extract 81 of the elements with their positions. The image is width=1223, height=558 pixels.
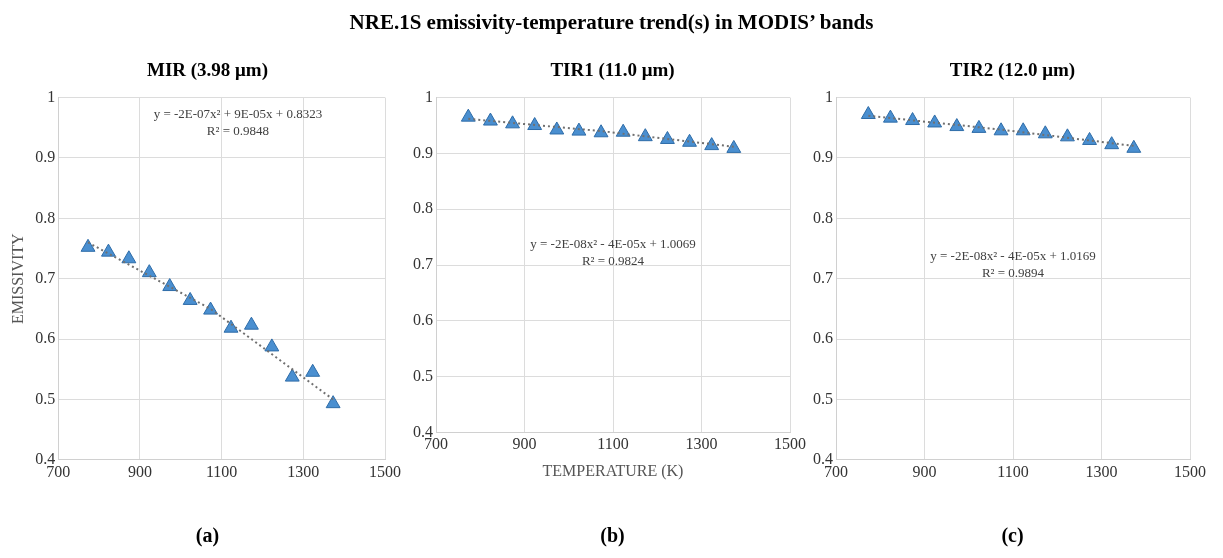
annotation: R² = 0.9848 bbox=[206, 123, 270, 139]
x-tick-label: 1300 bbox=[287, 462, 320, 480]
x-tick-label: 1300 bbox=[1085, 462, 1118, 480]
point bbox=[905, 112, 920, 126]
y-tick-label: 0.7 bbox=[413, 255, 433, 273]
point bbox=[505, 115, 520, 129]
point bbox=[571, 122, 587, 136]
point bbox=[860, 106, 876, 119]
chart-title: TIR1 (11.0 μm) bbox=[549, 58, 676, 82]
point bbox=[527, 117, 543, 131]
text: (b) bbox=[599, 524, 626, 547]
y-tick-label: 0.9 bbox=[35, 148, 56, 166]
y-tick-label: 0.6 bbox=[813, 329, 833, 347]
y-tick-label: 0.4 bbox=[35, 450, 56, 467]
point bbox=[1082, 131, 1097, 145]
y-tick-label: 0.6 bbox=[413, 311, 433, 329]
y-tick-label: 0.7 bbox=[35, 268, 56, 286]
x-tick-label: 1100 bbox=[597, 435, 629, 453]
point bbox=[704, 137, 720, 151]
point bbox=[927, 114, 943, 128]
x-tick-label: 900 bbox=[127, 462, 152, 480]
y-tick-label: 0.8 bbox=[813, 208, 833, 226]
x-tick-label: 1300 bbox=[685, 435, 718, 453]
text: (a) bbox=[194, 524, 221, 547]
point bbox=[660, 130, 675, 144]
point bbox=[1037, 125, 1053, 139]
point bbox=[726, 139, 742, 153]
annotation: y = -2E-08x² - 4E-05x + 1.0169 bbox=[930, 247, 1096, 263]
y-tick-label: 0.4 bbox=[413, 422, 433, 440]
annotation: y = -2E-07x² + 9E-05x + 0.8323 bbox=[153, 106, 323, 122]
chart-title: MIR (3.98 μm) bbox=[145, 58, 270, 82]
point bbox=[483, 112, 498, 126]
point bbox=[223, 319, 239, 333]
point bbox=[993, 122, 1009, 136]
point bbox=[141, 264, 157, 278]
x-tick-label: 1500 bbox=[369, 462, 401, 480]
point bbox=[305, 363, 321, 377]
x-tick-label: 1100 bbox=[997, 462, 1029, 480]
point bbox=[243, 316, 259, 330]
annotation: R² = 0.9824 bbox=[581, 253, 645, 269]
y-tick-label: 0.5 bbox=[413, 366, 433, 384]
point bbox=[593, 124, 609, 138]
x-tick-label: 1100 bbox=[205, 462, 238, 480]
x-tick-label: 900 bbox=[512, 435, 537, 453]
point bbox=[1104, 136, 1120, 150]
point bbox=[883, 109, 898, 123]
text: (c) bbox=[1000, 524, 1025, 547]
point bbox=[121, 250, 137, 264]
x-tick-label: 900 bbox=[912, 462, 937, 480]
x-axis-title: TEMPERATURE (K) bbox=[542, 461, 684, 480]
point bbox=[284, 368, 300, 382]
point bbox=[1126, 139, 1142, 153]
annotation: R² = 0.9894 bbox=[981, 264, 1045, 280]
y-tick-label: 0.7 bbox=[813, 268, 833, 286]
point bbox=[182, 291, 198, 305]
y-tick-label: 1 bbox=[47, 87, 56, 105]
y-tick-label: 0.4 bbox=[813, 450, 833, 467]
y-tick-label: 0.9 bbox=[413, 143, 433, 161]
point bbox=[162, 278, 178, 292]
y-tick-label: 1 bbox=[825, 87, 833, 105]
x-tick-label: 1500 bbox=[774, 435, 806, 453]
point bbox=[460, 108, 476, 122]
point bbox=[682, 133, 697, 147]
y-tick-label: 1 bbox=[425, 87, 433, 105]
point bbox=[80, 238, 96, 252]
x-tick-label: 1500 bbox=[1174, 462, 1206, 480]
y-tick-label: 0.8 bbox=[413, 199, 433, 217]
y-tick-label: 0.5 bbox=[35, 389, 56, 407]
y-axis-title: EMISSIVITY bbox=[8, 232, 26, 325]
y-tick-label: 0.5 bbox=[813, 389, 833, 407]
point bbox=[325, 395, 341, 409]
y-tick-label: 0.6 bbox=[35, 329, 56, 347]
point bbox=[971, 119, 987, 133]
point bbox=[264, 338, 280, 352]
text: NRE.1S emissivity-temperature trend(s) in MODIS’ bands bbox=[348, 10, 875, 35]
y-tick-label: 0.9 bbox=[813, 148, 833, 166]
y-tick-label: 0.8 bbox=[35, 208, 56, 226]
point bbox=[949, 118, 965, 132]
point bbox=[549, 121, 565, 135]
annotation: y = -2E-08x² - 4E-05x + 1.0069 bbox=[530, 236, 696, 252]
chart-title: TIR2 (12.0 μm) bbox=[948, 58, 1077, 82]
